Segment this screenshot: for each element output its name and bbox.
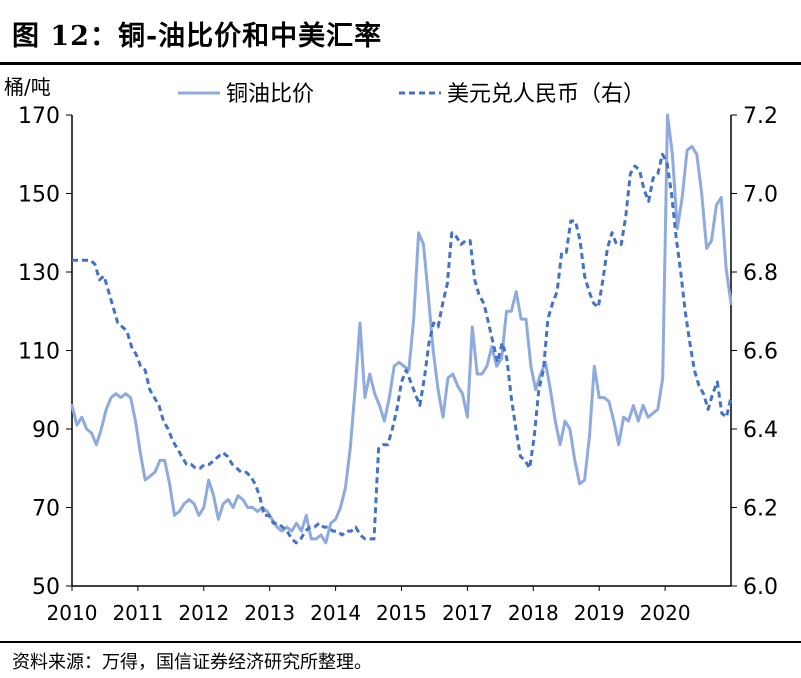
x-tick-label: 2017	[442, 601, 493, 625]
right-tick-label: 6.8	[743, 261, 778, 286]
x-tick-label: 2010	[47, 601, 98, 625]
left-tick-label: 90	[32, 418, 60, 443]
right-tick-label: 6.6	[743, 340, 778, 365]
x-tick-label: 2014	[310, 601, 361, 625]
right-tick-label: 7.2	[743, 104, 778, 129]
left-tick-label: 110	[18, 340, 60, 365]
x-tick-label: 2015	[376, 601, 427, 625]
left-tick-label: 50	[32, 575, 60, 600]
left-tick-label: 130	[18, 261, 60, 286]
legend-label: 铜油比价	[226, 82, 314, 107]
x-tick-label: 2020	[640, 601, 691, 625]
legend: 铜油比价 美元兑人民币（右）	[178, 82, 645, 107]
copper-oil-series-line	[70, 113, 733, 545]
footer-divider	[0, 641, 801, 643]
left-tick-label: 150	[18, 183, 60, 208]
right-tick-label: 6.4	[743, 418, 778, 443]
chart-area: 铜油比价 美元兑人民币（右） 170 150 130 110 90 70 50 7.2 7.0 6.…	[0, 66, 801, 640]
left-tick-label: 170	[18, 104, 60, 129]
x-tick-label: 2018	[508, 601, 559, 625]
copper-oil-fx-chart: 铜油比价 美元兑人民币（右） 170 150 130 110 90 70 50 7.2 7.0 6.…	[4, 75, 778, 625]
x-tick-label: 2013	[244, 601, 295, 625]
x-tick-label: 2011	[112, 601, 163, 625]
title-bar: 图 12：铜-油比价和中美汇率	[0, 0, 801, 66]
series-layer	[70, 113, 733, 545]
usdcny-series-line	[72, 152, 733, 545]
left-tick-label: 70	[32, 497, 60, 522]
right-tick-label: 6.2	[743, 497, 778, 522]
x-tick-label: 2012	[178, 601, 229, 625]
source-note: 资料来源：万得，国信证券经济研究所整理。	[12, 652, 372, 673]
chart-title: 图 12：铜-油比价和中美汇率	[12, 21, 383, 52]
axes: 170 150 130 110 90 70 50 7.2 7.0 6.8 6.6 6.4 6.2 6.0 桶…	[4, 75, 778, 625]
left-axis-unit: 桶/吨	[4, 75, 51, 99]
legend-label: 美元兑人民币（右）	[447, 82, 645, 107]
right-tick-label: 6.0	[743, 575, 778, 600]
x-tick-label: 2019	[574, 601, 625, 625]
right-tick-label: 7.0	[743, 183, 778, 208]
title-divider	[0, 62, 801, 65]
